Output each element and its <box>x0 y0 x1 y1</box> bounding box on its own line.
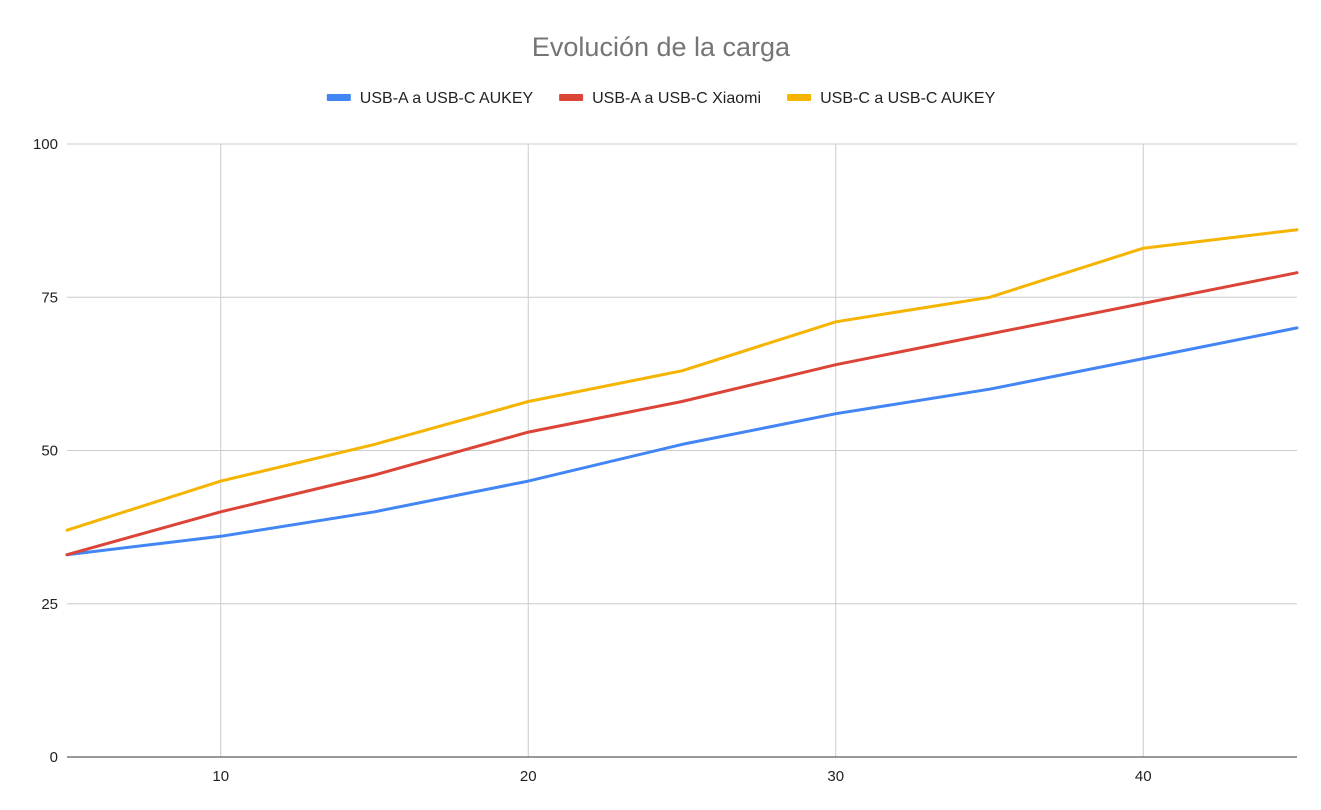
y-gridlines <box>67 143 1297 605</box>
series-line-1 <box>65 326 1299 557</box>
legend-swatch-3 <box>787 94 812 101</box>
y-tick-label-25: 25 <box>41 596 58 613</box>
x-tick-label-30: 30 <box>827 768 844 785</box>
chart-title: Evolución de la carga <box>532 32 791 62</box>
legend-swatch-2 <box>559 94 584 101</box>
y-tick-labels: 0 25 50 75 100 <box>33 136 58 766</box>
y-tick-label-100: 100 <box>33 136 58 153</box>
legend-item-3: USB-C a USB-C AUKEY <box>787 90 996 107</box>
series-line-3 <box>65 228 1299 532</box>
x-tick-labels: 10 20 30 40 <box>212 768 1151 785</box>
y-tick-label-50: 50 <box>41 443 58 460</box>
legend-label-2: USB-A a USB-C Xiaomi <box>592 90 761 107</box>
legend: USB-A a USB-C AUKEY USB-A a USB-C Xiaomi U… <box>326 90 996 107</box>
legend-label-3: USB-C a USB-C AUKEY <box>820 90 995 107</box>
x-gridlines <box>220 144 1144 757</box>
y-tick-label-0: 0 <box>50 749 58 766</box>
legend-swatch-1 <box>326 94 351 101</box>
series-line-2 <box>65 271 1299 557</box>
legend-item-1: USB-A a USB-C AUKEY <box>326 90 534 107</box>
x-tick-label-40: 40 <box>1135 768 1152 785</box>
series-lines <box>65 228 1299 557</box>
x-tick-label-10: 10 <box>212 768 229 785</box>
legend-item-2: USB-A a USB-C Xiaomi <box>559 90 761 107</box>
legend-label-1: USB-A a USB-C AUKEY <box>360 90 534 107</box>
y-tick-label-75: 75 <box>41 289 58 306</box>
x-tick-label-20: 20 <box>520 768 537 785</box>
